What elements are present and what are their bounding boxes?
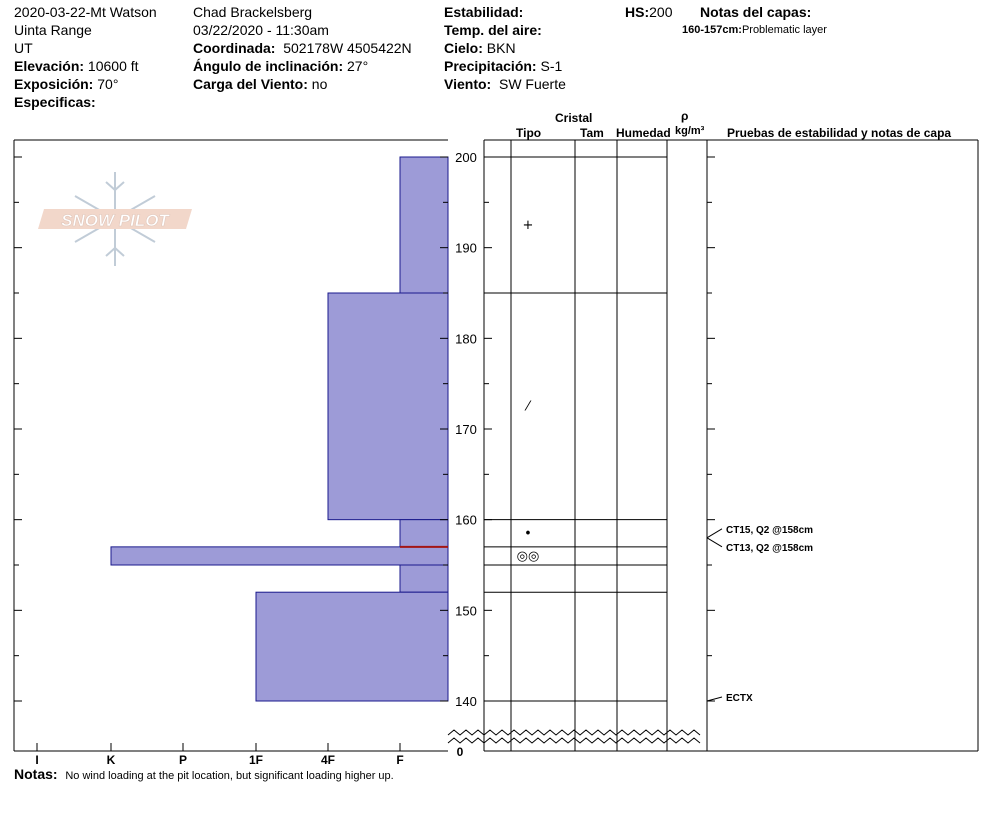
hardness-tick-label: 1F: [249, 753, 263, 767]
hardness-tick-label: I: [35, 753, 38, 767]
test-pointer: [706, 537, 723, 548]
slope-value: 27°: [347, 58, 369, 74]
type-header: Tipo: [516, 126, 542, 140]
stability-label: Estabilidad:: [444, 4, 524, 20]
size-header: Tam: [580, 126, 604, 140]
grain-symbol: ◎◎: [517, 549, 540, 564]
sky-row: Cielo: BKN: [444, 40, 516, 56]
depth-tick-label: 140: [455, 694, 477, 709]
hardness-layer-2: [399, 519, 449, 548]
precip-label: Precipitación:: [444, 58, 537, 74]
precip-value: S-1: [540, 58, 563, 74]
depth-tick-label: 150: [455, 603, 477, 618]
moisture-header: Humedad: [616, 126, 671, 140]
notes-text: No wind loading at the pit location, but…: [65, 770, 394, 782]
test-label: CT13, Q2 @158cm: [726, 543, 813, 554]
slope-label: Ángulo de inclinación:: [193, 58, 344, 74]
wind-load-value: no: [311, 76, 328, 92]
wind-value: SW Fuerte: [498, 76, 566, 92]
wind-label: Viento:: [444, 76, 492, 92]
chart-frame: [13, 139, 979, 752]
elevation-row: Elevación: 10600 ft: [14, 58, 139, 74]
hs-value: 200: [649, 4, 673, 20]
hardness-tick-label: P: [179, 753, 187, 767]
wind-row: Viento: SW Fuerte: [444, 76, 566, 92]
coordinate-value: 502178W 4505422N: [283, 40, 412, 56]
tests-header: Pruebas de estabilidad y notas de capa: [727, 126, 952, 140]
crystal-header: Cristal: [555, 111, 593, 125]
hardness-layer-0: [399, 156, 449, 294]
depth-tick-label: 170: [455, 422, 477, 437]
rho-header: ρ: [681, 109, 689, 123]
slope-row: Ángulo de inclinación: 27°: [193, 58, 368, 74]
hs-row: HS:200: [625, 4, 672, 20]
pit-name: 2020-03-22-Mt Watson: [14, 4, 157, 20]
wind-load-label: Carga del Viento:: [193, 76, 308, 92]
notes-row: Notas: No wind loading at the pit locati…: [14, 766, 394, 783]
layer-note-range: 160-157cm:: [682, 24, 742, 36]
depth-tick-label: 190: [455, 241, 477, 256]
exposure-value: 70°: [97, 76, 119, 92]
hs-label: HS:: [625, 4, 650, 20]
snow-pilot-logo: SNOW PILOT: [38, 172, 192, 266]
layer-note: 160-157cm:Problematic layer: [682, 24, 827, 37]
hardness-tick-label: 4F: [321, 753, 335, 767]
grain-symbol: +: [523, 218, 534, 233]
test-label: ECTX: [726, 693, 753, 704]
specifics-label: Especificas:: [14, 94, 96, 110]
test-pointer: [706, 528, 723, 539]
depth-axis: 140 150 160 170 180 190 200 0: [14, 150, 715, 759]
depth-tick-label: 200: [455, 150, 477, 165]
stability-test-labels: CT15, Q2 @158cm CT13, Q2 @158cm ECTX: [706, 525, 813, 704]
exposure-label: Exposición:: [14, 76, 94, 92]
sky-label: Cielo:: [444, 40, 483, 56]
state-name: UT: [14, 40, 33, 56]
hardness-layer-4: [399, 564, 449, 593]
hardness-layer-1: [327, 292, 449, 521]
depth-tick-label: 180: [455, 331, 477, 346]
grain-type-symbols: + ⁄ • ◎◎: [517, 218, 540, 564]
hardness-tick-label: K: [107, 753, 116, 767]
depth-zero-label: 0: [457, 745, 464, 759]
air-temp-label: Temp. del aire:: [444, 22, 542, 38]
coordinate-label: Coordinada:: [193, 40, 276, 56]
precip-row: Precipitación: S-1: [444, 58, 562, 74]
layer-notes-label: Notas del capas:: [700, 4, 812, 20]
hardness-layer-3: [110, 546, 449, 566]
elevation-value: 10600 ft: [87, 58, 139, 74]
hardness-layer-5: [255, 591, 449, 702]
sky-value: BKN: [486, 40, 516, 56]
observer-name: Chad Brackelsberg: [193, 4, 313, 20]
layer-boundaries: [484, 156, 667, 702]
grain-symbol: ⁄: [524, 399, 532, 414]
axis-break: [447, 729, 701, 744]
depth-tick-label: 160: [455, 513, 477, 528]
test-label: CT15, Q2 @158cm: [726, 525, 813, 536]
wind-load-row: Carga del Viento: no: [193, 76, 327, 92]
hardness-tick-label: F: [396, 753, 403, 767]
snow-pilot-logo-text: SNOW PILOT: [61, 211, 170, 230]
grain-symbol: •: [524, 526, 532, 541]
exposure-row: Exposición: 70°: [14, 76, 118, 92]
density-unit-header: kg/m³: [675, 125, 705, 137]
range-name: Uinta Range: [14, 22, 92, 38]
elevation-label: Elevación:: [14, 58, 85, 74]
notes-label: Notas:: [14, 766, 58, 782]
layer-note-text: Problematic layer: [741, 24, 827, 36]
hardness-layers: [110, 156, 449, 702]
test-pointer: [706, 696, 723, 702]
hardness-axis: I K P 1F 4F F: [35, 743, 404, 767]
observation-datetime: 03/22/2020 - 11:30am: [193, 22, 329, 38]
coordinate-row: Coordinada: 502178W 4505422N: [193, 40, 412, 56]
